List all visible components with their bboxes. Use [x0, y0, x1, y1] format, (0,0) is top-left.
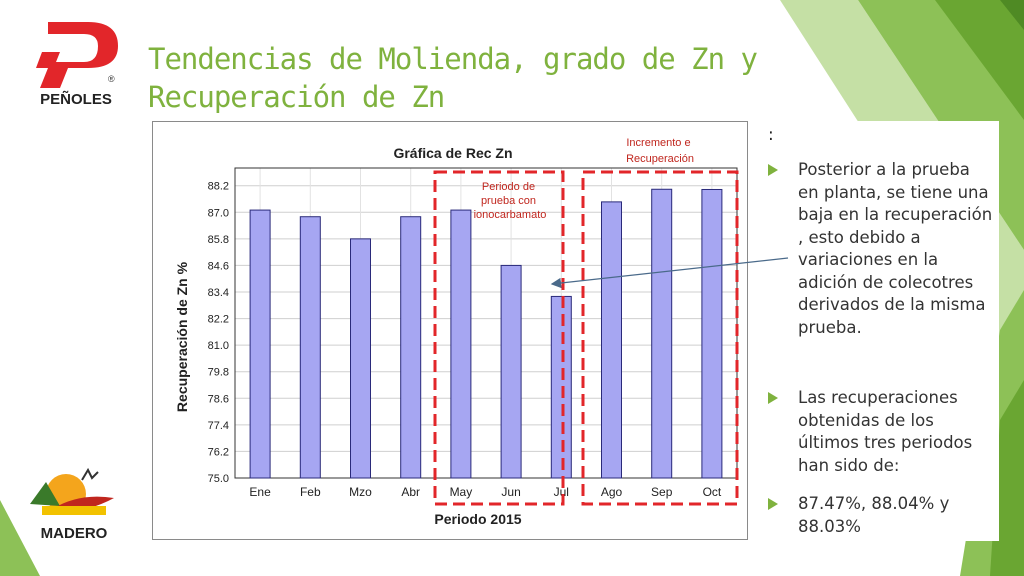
penoles-p-mark — [36, 22, 118, 88]
bullet-item: 87.47%, 88.04% y 88.03% — [768, 493, 993, 538]
bar-mzo — [350, 238, 371, 479]
bar-jul — [550, 295, 572, 479]
y-tick-label: 77.4 — [208, 420, 229, 432]
y-tick-label: 85.8 — [208, 234, 229, 246]
bar-ene — [249, 209, 271, 479]
chart-title: Gráfica de Rec Zn — [393, 145, 512, 161]
penoles-wordmark: PEÑOLES — [40, 90, 112, 108]
panel-colon: : — [768, 125, 774, 145]
x-tick-label: Mzo — [349, 485, 372, 499]
bar-sep — [651, 188, 673, 479]
madero-wordmark: MADERO — [41, 525, 108, 542]
x-tick-label: Sep — [651, 485, 673, 499]
bullet-item: Posterior a la prueba en planta, se tien… — [768, 159, 993, 339]
plot-area-border — [234, 167, 738, 479]
bullet-arrow-icon — [768, 164, 778, 176]
x-tick-label: May — [450, 485, 473, 499]
y-tick-label: 76.2 — [208, 446, 229, 458]
increase-annotation: Incremento e Recuperación — [626, 137, 694, 165]
bar-jun — [500, 264, 522, 479]
bar-series — [249, 188, 723, 479]
y-tick-label: 79.8 — [208, 367, 229, 379]
bar-abr — [400, 216, 422, 479]
bullet-text: 87.47%, 88.04% y 88.03% — [798, 494, 950, 536]
x-tick-label: Feb — [300, 485, 321, 499]
bullet-text: Las recuperaciones obtenidas de los últi… — [798, 388, 973, 475]
notes-panel: : Posterior a la prueba en planta, se ti… — [754, 121, 999, 541]
x-tick-label: Abr — [401, 485, 420, 499]
madero-logo: MADERO — [26, 462, 122, 544]
y-tick-label: 87.0 — [208, 207, 229, 219]
rec-zn-chart: Gráfica de Rec Zn Periodo 2015 Recuperac… — [152, 121, 748, 540]
slide-title: Tendencias de Molienda, grado de Zn y Re… — [148, 42, 758, 114]
x-tick-label: Jul — [554, 485, 569, 499]
y-tick-label: 84.6 — [208, 260, 229, 272]
y-tick-label: 78.6 — [208, 393, 229, 405]
y-tick-label: 75.0 — [208, 473, 229, 485]
penoles-logo: ® PEÑOLES — [26, 16, 126, 112]
x-tick-label: Ago — [601, 485, 623, 499]
x-tick-labels: Ene Feb Mzo Abr May Jun Jul Ago Sep Oct — [249, 485, 721, 499]
registered-mark: ® — [108, 74, 115, 84]
bullet-item: Las recuperaciones obtenidas de los últi… — [768, 387, 993, 477]
bar-oct — [701, 188, 723, 479]
y-tick-label: 88.2 — [208, 181, 229, 193]
x-tick-label: Jun — [501, 485, 520, 499]
x-tick-label: Oct — [703, 485, 722, 499]
y-tick-label: 83.4 — [208, 287, 229, 299]
y-tick-label: 81.0 — [208, 340, 229, 352]
y-tick-labels: 75.0 76.2 77.4 78.6 79.8 81.0 82.2 83.4 84.6 85.8… — [208, 181, 229, 485]
bullet-arrow-icon — [768, 498, 778, 510]
test-period-annotation: Periodo de prueba con ionocarbamato — [474, 181, 547, 221]
x-axis-label: Periodo 2015 — [434, 511, 521, 527]
bar-ago — [601, 201, 622, 479]
y-axis-label: Recuperación de Zn % — [174, 261, 190, 412]
bullet-arrow-icon — [768, 392, 778, 404]
x-tick-label: Ene — [249, 485, 271, 499]
test-period-box — [433, 170, 565, 506]
y-tick-label: 82.2 — [208, 314, 229, 326]
bar-feb — [299, 216, 321, 479]
bullet-text: Posterior a la prueba en planta, se tien… — [798, 160, 993, 337]
bar-may — [450, 209, 472, 479]
increase-period-box — [581, 170, 739, 506]
